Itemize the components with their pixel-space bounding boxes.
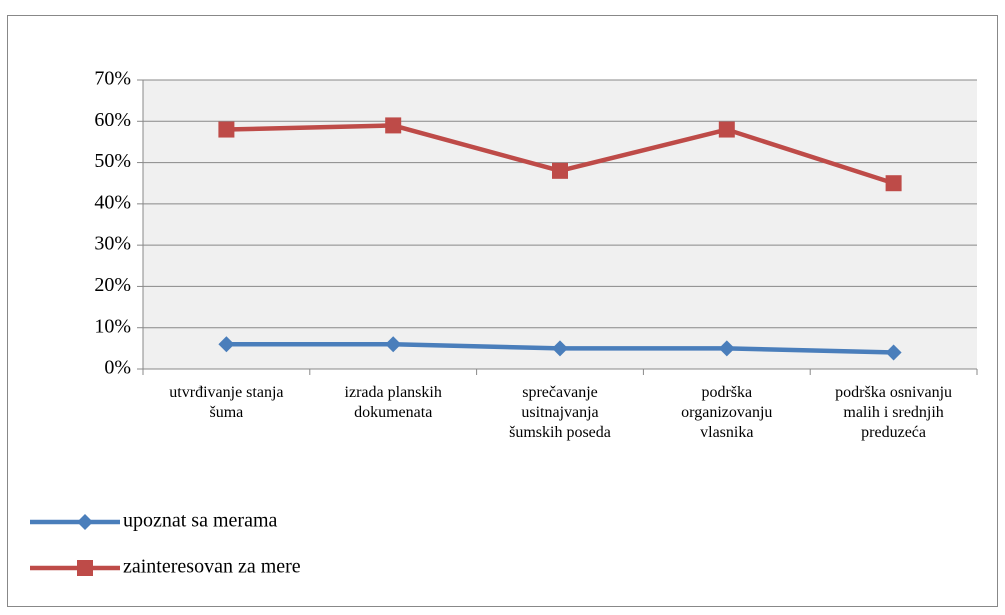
point [218, 336, 235, 353]
legend-label: zainteresovan za mere [123, 556, 301, 578]
point [385, 117, 402, 134]
x-tick-label-line: usitnajvanja [521, 404, 598, 421]
point [718, 121, 735, 138]
x-tick-label-line: šumskih poseda [509, 424, 611, 441]
x-tick-label-line: izrada planskih [345, 384, 442, 401]
x-tick-label: podrška osnivanju malih i srednjih preduze… [835, 384, 952, 441]
x-tick-label: utvrđivanje stanja šuma [169, 384, 283, 421]
point [552, 162, 568, 179]
y-tick-label: 10% [94, 315, 131, 337]
y-tick-label: 20% [94, 274, 131, 296]
x-tick-label-line: malih i srednjih [843, 404, 943, 421]
x-tick-label-line: preduzeća [861, 424, 926, 441]
y-tick-label: 30% [94, 233, 131, 255]
y-tick-label: 0% [104, 357, 131, 379]
x-tick-label-line: podrška [701, 384, 752, 401]
plot-area [143, 80, 977, 369]
x-tick-label: izrada planskih dokumenata [345, 384, 442, 421]
x-tick-label-line: utvrđivanje stanja [169, 384, 283, 401]
x-tick-label-line: sprečavanje [522, 384, 598, 401]
x-tick-label-line: podrška osnivanju [835, 384, 952, 401]
x-tick-label-line: šuma [210, 404, 244, 421]
legend-label: upoznat sa merama [123, 510, 277, 532]
x-tick-label-line: organizovanju [681, 404, 772, 421]
legend-marker [77, 560, 93, 576]
point [885, 344, 902, 361]
y-tick-label: 50% [94, 150, 131, 172]
point [218, 121, 235, 138]
point [885, 175, 902, 192]
y-tick-label: 60% [94, 109, 131, 131]
x-tick-label: podrška organizovanju vlasnika [681, 384, 772, 441]
point [385, 336, 402, 353]
point [552, 340, 568, 357]
x-tick-label-line: vlasnika [700, 424, 753, 441]
x-tick-label: sprečavanje usitnajvanja šumskih poseda [509, 384, 611, 441]
legend-marker [77, 514, 93, 530]
point [718, 340, 735, 357]
y-tick-label: 70% [94, 68, 131, 90]
x-tick-label-line: dokumenata [354, 404, 432, 421]
y-tick-label: 40% [94, 191, 131, 213]
